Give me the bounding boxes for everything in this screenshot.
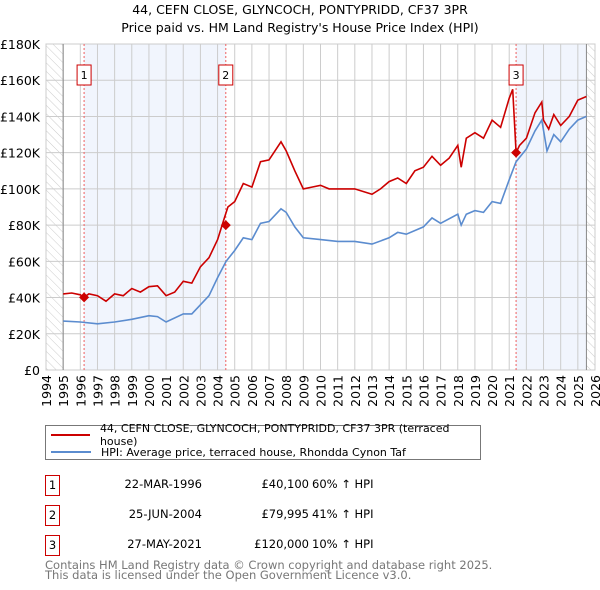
transaction-number: 1 [45, 475, 60, 496]
transaction-row: 1 22-MAR-1996 £40,100 60% ↑ HPI [45, 475, 445, 496]
transaction-hpi: 10% ↑ HPI [312, 537, 374, 551]
x-tick-label: 2010 [314, 375, 329, 407]
footer-licence: This data is licensed under the Open Gov… [45, 568, 412, 582]
hpi-series-line [63, 115, 587, 325]
sale-label-box [76, 64, 92, 86]
legend-swatch-red [51, 434, 90, 436]
no-data-region [46, 44, 64, 370]
x-tick-label: 1998 [108, 375, 123, 407]
x-tick-label: 2021 [502, 375, 517, 407]
transaction-number: 2 [45, 505, 60, 526]
chart-subtitle: Price paid vs. HM Land Registry's House … [121, 20, 479, 35]
x-tick-label: 2015 [399, 375, 414, 407]
ownership-shade [84, 44, 226, 370]
y-tick-label: £160K [0, 73, 41, 88]
x-tick-label: 2014 [382, 375, 397, 407]
x-tick-label: 1994 [39, 375, 54, 407]
plot-frame [45, 43, 596, 371]
x-tick-label: 2000 [142, 375, 157, 407]
sale-label: 3 [513, 69, 520, 82]
x-tick-label: 2001 [159, 375, 174, 407]
transaction-row: 2 25-JUN-2004 £79,995 41% ↑ HPI [45, 505, 445, 526]
sale-label: 2 [222, 69, 229, 82]
y-tick-label: £20K [8, 327, 41, 342]
transaction-price: £120,000 [254, 537, 309, 551]
x-tick-label: 1995 [56, 375, 71, 407]
y-tick-label: £80K [8, 218, 41, 233]
sale-label-box [218, 64, 234, 86]
sale-point [220, 220, 231, 231]
transaction-row: 3 27-MAY-2021 £120,000 10% ↑ HPI [45, 535, 445, 556]
price-chart: £0 £20K £40K £60K £80K £100K £120K £140K £160K £1… [0, 37, 600, 407]
legend: 44, CEFN CLOSE, GLYNCOCH, PONTYPRIDD, CF… [45, 422, 481, 460]
y-tick-label: £60K [8, 254, 41, 269]
x-tick-label: 2023 [537, 375, 552, 407]
x-tick-label: 2003 [193, 375, 208, 407]
footer-copyright: Contains HM Land Registry data © Crown c… [45, 558, 493, 572]
x-tick-label: 2017 [434, 375, 449, 407]
x-tick-label: 2012 [348, 375, 363, 407]
x-tick-label: 2008 [279, 375, 294, 407]
legend-item-property: 44, CEFN CLOSE, GLYNCOCH, PONTYPRIDD, CF… [51, 422, 480, 448]
chart-title: 44, CEFN CLOSE, GLYNCOCH, PONTYPRIDD, CF… [132, 2, 468, 17]
y-tick-label: £140K [0, 109, 41, 124]
sale-point [79, 292, 90, 303]
transaction-date: 25-JUN-2004 [128, 507, 202, 521]
x-tick-label: 2019 [468, 375, 483, 407]
y-tick-label: £100K [0, 182, 41, 197]
x-tick-label: 2018 [451, 375, 466, 407]
x-tick-label: 1996 [73, 375, 88, 407]
x-tick-label: 2009 [296, 375, 311, 407]
x-tick-label: 2025 [571, 375, 586, 407]
transaction-number: 3 [45, 535, 60, 556]
no-data-region [586, 44, 595, 370]
x-tick-label: 1999 [125, 375, 140, 407]
transaction-price: £79,995 [261, 507, 309, 521]
transaction-date: 22-MAR-1996 [124, 477, 202, 491]
x-tick-label: 2007 [262, 375, 277, 407]
sale-label: 1 [81, 69, 88, 82]
legend-label: HPI: Average price, terraced house, Rhon… [101, 445, 406, 459]
x-tick-label: 2013 [365, 375, 380, 407]
legend-item-hpi: HPI: Average price, terraced house, Rhon… [51, 444, 406, 460]
x-tick-label: 2022 [519, 375, 534, 407]
transaction-date: 27-MAY-2021 [127, 537, 202, 551]
x-tick-label: 1997 [90, 375, 105, 407]
x-tick-label: 2002 [176, 375, 191, 407]
y-tick-label: £40K [8, 291, 41, 306]
transaction-hpi: 60% ↑ HPI [312, 477, 374, 491]
x-tick-label: 2016 [416, 375, 431, 407]
y-tick-label: £0 [24, 363, 40, 378]
x-tick-label: 2006 [245, 375, 260, 407]
legend-label: 44, CEFN CLOSE, GLYNCOCH, PONTYPRIDD, CF… [99, 422, 450, 448]
sale-point [511, 147, 522, 158]
legend-swatch-blue [51, 451, 91, 453]
x-tick-label: 2026 [588, 375, 600, 407]
sale-label-box [508, 64, 524, 86]
y-tick-label: £180K [0, 37, 41, 52]
footer: Contains HM Land Registry data © Crown c… [45, 558, 493, 582]
x-tick-label: 2004 [211, 375, 226, 407]
x-tick-label: 2024 [554, 375, 569, 407]
transaction-hpi: 41% ↑ HPI [312, 507, 374, 521]
x-tick-label: 2011 [331, 375, 346, 407]
x-tick-label: 2020 [485, 375, 500, 407]
transaction-price: £40,100 [261, 477, 309, 491]
y-tick-label: £120K [0, 146, 41, 161]
ownership-shade [516, 44, 587, 370]
x-tick-label: 2005 [228, 375, 243, 407]
